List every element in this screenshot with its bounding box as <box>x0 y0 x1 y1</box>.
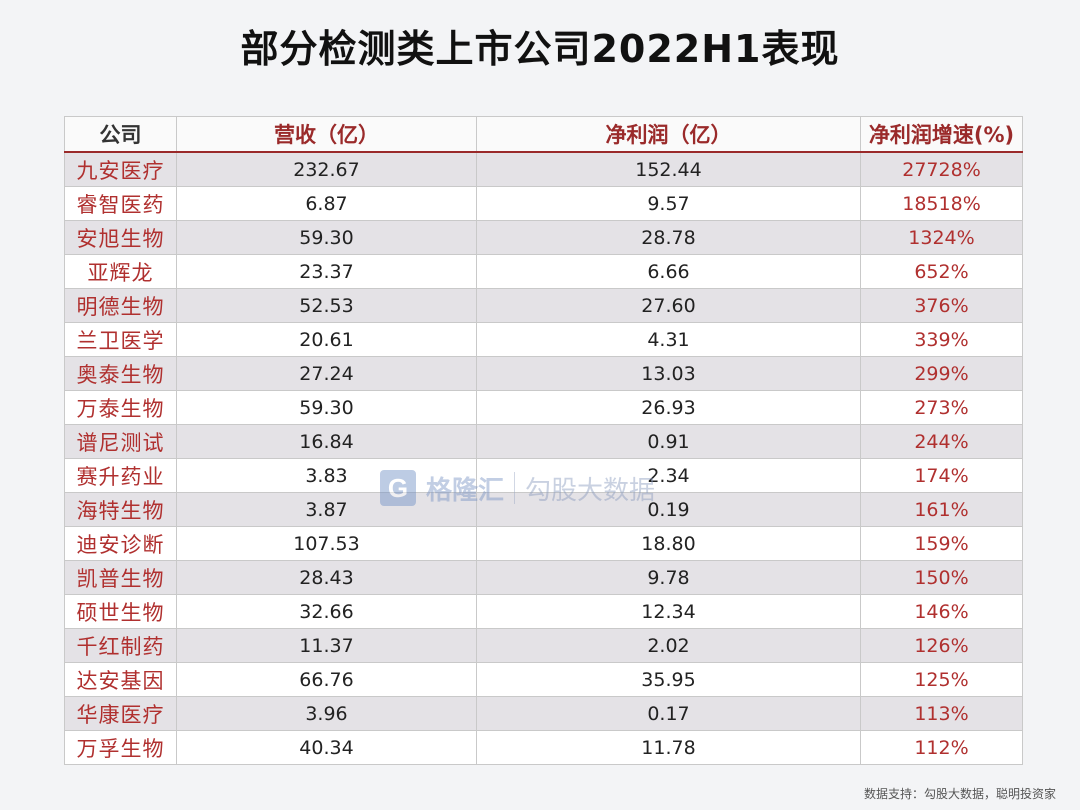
profit-cell: 6.66 <box>476 254 861 289</box>
growth-cell: 339% <box>860 322 1023 357</box>
growth-cell: 652% <box>860 254 1023 289</box>
table-row: 兰卫医学 20.61 4.31 339% <box>64 322 1023 357</box>
growth-cell: 174% <box>860 458 1023 493</box>
page-title: 部分检测类上市公司2022H1表现 <box>240 27 840 71</box>
company-cell: 千红制药 <box>64 628 177 663</box>
profit-cell: 27.60 <box>476 288 861 323</box>
profit-cell: 0.91 <box>476 424 861 459</box>
company-cell: 华康医疗 <box>64 696 177 731</box>
table-row: 万泰生物 59.30 26.93 273% <box>64 390 1023 425</box>
profit-cell: 18.80 <box>476 526 861 561</box>
profit-cell: 9.78 <box>476 560 861 595</box>
revenue-cell: 28.43 <box>176 560 477 595</box>
header-revenue: 营收（亿） <box>176 116 477 153</box>
profit-cell: 152.44 <box>476 151 861 187</box>
growth-cell: 159% <box>860 526 1023 561</box>
table-header-row: 公司 营收（亿） 净利润（亿） 净利润增速(%) <box>64 116 1023 153</box>
profit-cell: 0.19 <box>476 492 861 527</box>
growth-cell: 376% <box>860 288 1023 323</box>
header-company: 公司 <box>64 116 177 153</box>
growth-cell: 126% <box>860 628 1023 663</box>
company-cell: 赛升药业 <box>64 458 177 493</box>
profit-cell: 28.78 <box>476 220 861 255</box>
profit-cell: 12.34 <box>476 594 861 629</box>
profit-cell: 4.31 <box>476 322 861 357</box>
table-row: 九安医疗 232.67 152.44 27728% <box>64 151 1023 187</box>
table-row: 硕世生物 32.66 12.34 146% <box>64 594 1023 629</box>
company-cell: 九安医疗 <box>64 151 177 187</box>
table-row: 华康医疗 3.96 0.17 113% <box>64 696 1023 731</box>
header-profit: 净利润（亿） <box>476 116 861 153</box>
profit-cell: 26.93 <box>476 390 861 425</box>
growth-cell: 150% <box>860 560 1023 595</box>
revenue-cell: 3.87 <box>176 492 477 527</box>
profit-cell: 9.57 <box>476 186 861 221</box>
table-body: 九安医疗 232.67 152.44 27728% 睿智医药 6.87 9.57 18518%… <box>64 151 1023 765</box>
table-row: 万孚生物 40.34 11.78 112% <box>64 730 1023 765</box>
revenue-cell: 59.30 <box>176 220 477 255</box>
revenue-cell: 232.67 <box>176 151 477 187</box>
growth-cell: 27728% <box>860 151 1023 187</box>
profit-cell: 11.78 <box>476 730 861 765</box>
company-cell: 睿智医药 <box>64 186 177 221</box>
growth-cell: 112% <box>860 730 1023 765</box>
profit-cell: 2.34 <box>476 458 861 493</box>
company-cell: 达安基因 <box>64 662 177 697</box>
profit-cell: 2.02 <box>476 628 861 663</box>
source-footer: 数据支持：勾股大数据，聪明投资家 <box>863 787 1056 801</box>
profit-cell: 0.17 <box>476 696 861 731</box>
table-row: 亚辉龙 23.37 6.66 652% <box>64 254 1023 289</box>
growth-cell: 113% <box>860 696 1023 731</box>
growth-cell: 273% <box>860 390 1023 425</box>
company-cell: 万孚生物 <box>64 730 177 765</box>
table-row: 凯普生物 28.43 9.78 150% <box>64 560 1023 595</box>
company-cell: 海特生物 <box>64 492 177 527</box>
table-row: 千红制药 11.37 2.02 126% <box>64 628 1023 663</box>
table-row: 奥泰生物 27.24 13.03 299% <box>64 356 1023 391</box>
company-cell: 兰卫医学 <box>64 322 177 357</box>
growth-cell: 125% <box>860 662 1023 697</box>
profit-cell: 35.95 <box>476 662 861 697</box>
revenue-cell: 40.34 <box>176 730 477 765</box>
growth-cell: 161% <box>860 492 1023 527</box>
growth-cell: 18518% <box>860 186 1023 221</box>
revenue-cell: 3.96 <box>176 696 477 731</box>
revenue-cell: 20.61 <box>176 322 477 357</box>
header-growth: 净利润增速(%) <box>860 116 1023 153</box>
company-cell: 谱尼测试 <box>64 424 177 459</box>
data-table: 公司 营收（亿） 净利润（亿） 净利润增速(%) 九安医疗 232.67 152.4… <box>64 116 1023 765</box>
revenue-cell: 107.53 <box>176 526 477 561</box>
company-cell: 凯普生物 <box>64 560 177 595</box>
growth-cell: 244% <box>860 424 1023 459</box>
revenue-cell: 52.53 <box>176 288 477 323</box>
revenue-cell: 3.83 <box>176 458 477 493</box>
table-row: 达安基因 66.76 35.95 125% <box>64 662 1023 697</box>
revenue-cell: 6.87 <box>176 186 477 221</box>
revenue-cell: 16.84 <box>176 424 477 459</box>
growth-cell: 146% <box>860 594 1023 629</box>
table-row: 睿智医药 6.87 9.57 18518% <box>64 186 1023 221</box>
company-cell: 安旭生物 <box>64 220 177 255</box>
revenue-cell: 23.37 <box>176 254 477 289</box>
company-cell: 明德生物 <box>64 288 177 323</box>
revenue-cell: 27.24 <box>176 356 477 391</box>
table-row: 明德生物 52.53 27.60 376% <box>64 288 1023 323</box>
table-row: 海特生物 3.87 0.19 161% <box>64 492 1023 527</box>
company-cell: 万泰生物 <box>64 390 177 425</box>
table-row: 迪安诊断 107.53 18.80 159% <box>64 526 1023 561</box>
company-cell: 硕世生物 <box>64 594 177 629</box>
growth-cell: 1324% <box>860 220 1023 255</box>
revenue-cell: 59.30 <box>176 390 477 425</box>
company-cell: 迪安诊断 <box>64 526 177 561</box>
company-cell: 亚辉龙 <box>64 254 177 289</box>
revenue-cell: 66.76 <box>176 662 477 697</box>
revenue-cell: 11.37 <box>176 628 477 663</box>
table-row: 赛升药业 3.83 2.34 174% <box>64 458 1023 493</box>
growth-cell: 299% <box>860 356 1023 391</box>
company-cell: 奥泰生物 <box>64 356 177 391</box>
profit-cell: 13.03 <box>476 356 861 391</box>
table-row: 谱尼测试 16.84 0.91 244% <box>64 424 1023 459</box>
table-row: 安旭生物 59.30 28.78 1324% <box>64 220 1023 255</box>
revenue-cell: 32.66 <box>176 594 477 629</box>
